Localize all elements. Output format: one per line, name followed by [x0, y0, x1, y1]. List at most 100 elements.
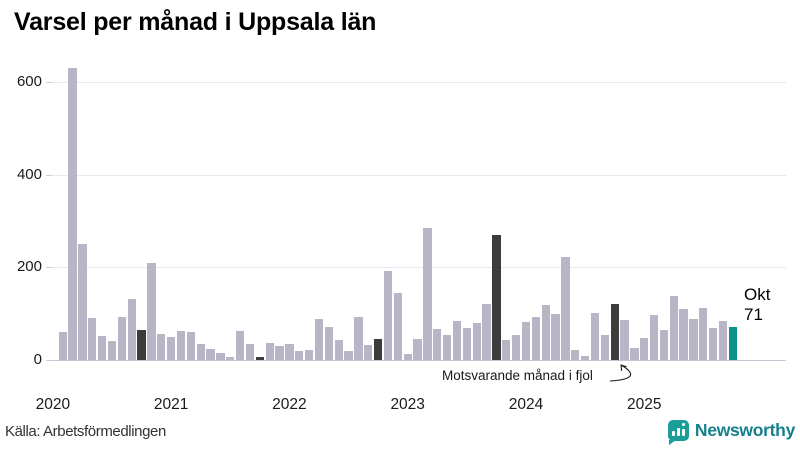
newsworthy-wordmark: Newsworthy	[694, 420, 795, 440]
bar-2024-03[interactable]	[541, 304, 550, 360]
bar-2021-10[interactable]	[255, 357, 264, 360]
bar-2024-07[interactable]	[580, 355, 590, 360]
bar-2023-07[interactable]	[462, 328, 471, 360]
bar-2024-11[interactable]	[620, 320, 629, 360]
bar-2022-03[interactable]	[304, 349, 314, 360]
y-axis-tick	[46, 360, 52, 361]
bar-2023-01[interactable]	[403, 354, 412, 360]
bar-2022-04[interactable]	[314, 319, 324, 360]
bar-2023-02[interactable]	[413, 339, 422, 360]
bar-2025-07[interactable]	[699, 308, 708, 360]
bar-2023-06[interactable]	[452, 321, 462, 360]
gridline	[48, 174, 786, 176]
y-axis-tick	[46, 81, 52, 83]
bar-2024-12[interactable]	[630, 347, 639, 360]
bar-2023-05[interactable]	[442, 335, 452, 360]
y-axis-label: 0	[33, 351, 42, 368]
bar-2023-10[interactable]	[492, 234, 501, 360]
bar-2025-06[interactable]	[689, 319, 698, 360]
bar-2020-05[interactable]	[88, 318, 97, 360]
x-axis-label: 2024	[508, 396, 544, 413]
annotation-compare-text: Motsvarande månad i fjol	[442, 368, 593, 383]
bar-2025-02[interactable]	[649, 315, 659, 360]
y-axis-tick	[46, 174, 52, 176]
bar-2021-06[interactable]	[216, 352, 225, 360]
bar-2024-02[interactable]	[531, 316, 540, 360]
gridline	[48, 267, 786, 269]
bar-2023-04[interactable]	[433, 329, 442, 360]
bar-2023-03[interactable]	[423, 227, 432, 360]
y-axis-tick	[46, 267, 52, 269]
bar-2020-10[interactable]	[137, 329, 146, 360]
bar-2022-02[interactable]	[295, 350, 304, 360]
bar-2022-07[interactable]	[344, 350, 353, 360]
bar-2023-09[interactable]	[482, 304, 491, 360]
bar-2020-09[interactable]	[127, 299, 136, 360]
bar-2020-06[interactable]	[98, 335, 107, 360]
bar-2024-04[interactable]	[551, 314, 560, 360]
x-axis-label: 2023	[390, 396, 425, 413]
current-month-value-label: Okt 71	[744, 285, 770, 325]
bar-2021-12[interactable]	[275, 346, 284, 360]
bar-2022-08[interactable]	[354, 317, 363, 360]
x-axis-label: 2022	[272, 396, 307, 413]
bar-2021-04[interactable]	[196, 344, 205, 360]
bar-2023-12[interactable]	[511, 335, 521, 360]
bar-2025-08[interactable]	[709, 327, 718, 360]
bar-2025-03[interactable]	[659, 329, 669, 360]
bar-2024-09[interactable]	[600, 334, 609, 360]
bar-2021-07[interactable]	[226, 357, 235, 360]
gridline	[48, 81, 786, 83]
bar-2024-01[interactable]	[521, 321, 531, 360]
bar-2021-09[interactable]	[245, 344, 255, 360]
bar-2020-04[interactable]	[78, 244, 87, 360]
y-axis-label: 400	[16, 165, 42, 183]
annotation-arrow-icon	[609, 364, 632, 382]
bar-2022-11[interactable]	[383, 270, 393, 360]
bar-2022-01[interactable]	[285, 343, 294, 360]
bar-2021-05[interactable]	[206, 349, 215, 360]
bar-2020-02[interactable]	[58, 332, 67, 360]
bar-2021-01[interactable]	[167, 336, 176, 360]
y-axis-label: 200	[16, 258, 42, 276]
bar-2021-11[interactable]	[265, 342, 274, 360]
bar-2025-01[interactable]	[640, 338, 649, 360]
bar-2020-03[interactable]	[68, 67, 77, 360]
bar-2025-05[interactable]	[679, 309, 688, 360]
bar-2022-10[interactable]	[373, 338, 383, 360]
bar-2025-09[interactable]	[718, 320, 728, 360]
gridline	[48, 360, 786, 361]
bar-2021-08[interactable]	[236, 330, 245, 360]
y-axis-label: 600	[16, 72, 42, 90]
bar-2021-03[interactable]	[186, 332, 196, 360]
newsworthy-brand[interactable]: Newsworthy	[667, 420, 795, 445]
bar-2024-10[interactable]	[610, 304, 619, 360]
bar-2023-11[interactable]	[502, 339, 511, 360]
x-axis-label: 2025	[626, 396, 662, 413]
bar-2025-10[interactable]	[728, 327, 738, 360]
chart-title: Varsel per månad i Uppsala län	[14, 8, 377, 36]
bar-2022-05[interactable]	[324, 326, 333, 360]
bar-2024-08[interactable]	[590, 312, 600, 360]
bar-2020-12[interactable]	[157, 334, 166, 360]
bar-2021-02[interactable]	[176, 330, 186, 360]
footer: Källa: Arbetsförmedlingen Newsworthy	[0, 420, 800, 446]
bar-2020-11[interactable]	[147, 262, 156, 360]
bar-2024-05[interactable]	[561, 257, 570, 360]
current-month-name: Okt	[744, 285, 771, 304]
bar-2020-08[interactable]	[117, 317, 127, 360]
bar-2023-08[interactable]	[472, 323, 481, 360]
bar-2022-09[interactable]	[364, 344, 373, 360]
bar-2020-07[interactable]	[107, 340, 117, 360]
x-axis-label: 2021	[153, 396, 189, 413]
bar-2022-06[interactable]	[334, 340, 343, 360]
source-text: Källa: Arbetsförmedlingen	[5, 423, 166, 440]
bar-2024-06[interactable]	[571, 350, 580, 360]
newsworthy-logo-icon	[667, 420, 689, 445]
bar-2025-04[interactable]	[669, 296, 678, 360]
x-axis-label: 2020	[35, 396, 71, 413]
current-month-value: 71	[744, 305, 763, 324]
bar-2022-12[interactable]	[393, 293, 402, 360]
